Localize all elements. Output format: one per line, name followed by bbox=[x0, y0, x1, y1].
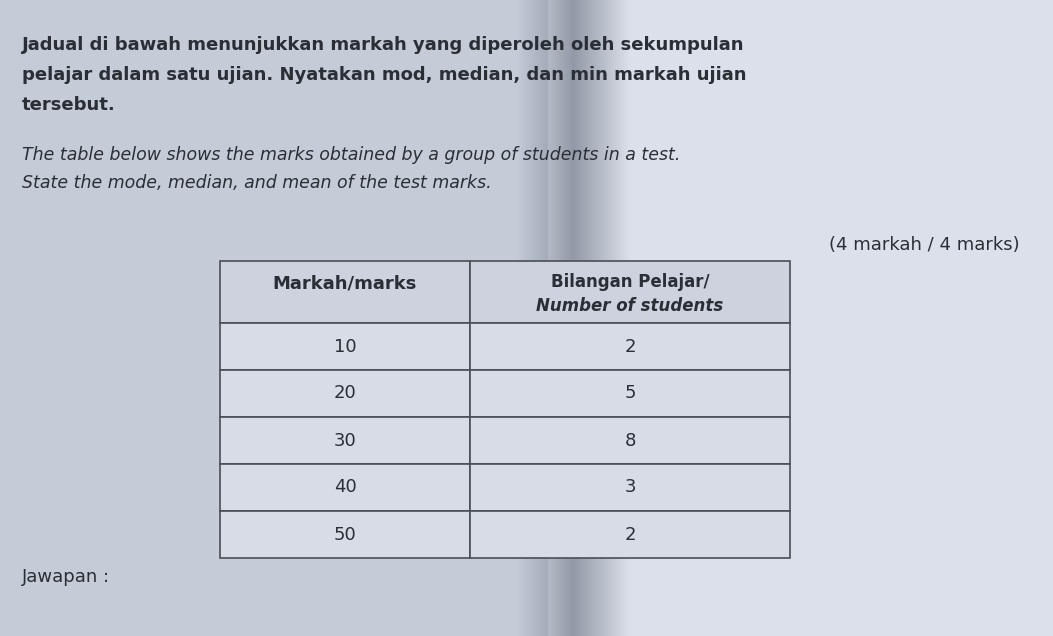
Text: tersebut.: tersebut. bbox=[22, 96, 116, 114]
Bar bbox=[470, 370, 790, 417]
Bar bbox=[220, 323, 470, 370]
Bar bbox=[220, 464, 470, 511]
Bar bbox=[470, 417, 790, 464]
Text: 8: 8 bbox=[624, 431, 636, 450]
Bar bbox=[220, 370, 470, 417]
Text: Jadual di bawah menunjukkan markah yang diperoleh oleh sekumpulan: Jadual di bawah menunjukkan markah yang … bbox=[22, 36, 744, 54]
Text: 10: 10 bbox=[334, 338, 356, 356]
Text: State the mode, median, and mean of the test marks.: State the mode, median, and mean of the … bbox=[22, 174, 492, 192]
Bar bbox=[220, 261, 470, 323]
Text: 30: 30 bbox=[334, 431, 356, 450]
Text: Jawapan :: Jawapan : bbox=[22, 568, 111, 586]
Text: 2: 2 bbox=[624, 525, 636, 544]
Text: 20: 20 bbox=[334, 385, 356, 403]
Text: pelajar dalam satu ujian. Nyatakan mod, median, dan min markah ujian: pelajar dalam satu ujian. Nyatakan mod, … bbox=[22, 66, 747, 84]
Text: The table below shows the marks obtained by a group of students in a test.: The table below shows the marks obtained… bbox=[22, 146, 680, 164]
Bar bbox=[470, 261, 790, 323]
Bar bbox=[470, 464, 790, 511]
Text: 2: 2 bbox=[624, 338, 636, 356]
Text: (4 markah / 4 marks): (4 markah / 4 marks) bbox=[830, 236, 1020, 254]
Text: 50: 50 bbox=[334, 525, 356, 544]
Bar bbox=[220, 417, 470, 464]
Text: Bilangan Pelajar/: Bilangan Pelajar/ bbox=[551, 273, 710, 291]
Text: 40: 40 bbox=[334, 478, 356, 497]
Text: 5: 5 bbox=[624, 385, 636, 403]
Bar bbox=[220, 511, 470, 558]
Text: 3: 3 bbox=[624, 478, 636, 497]
Bar bbox=[470, 323, 790, 370]
Text: Markah/marks: Markah/marks bbox=[273, 275, 417, 293]
Bar bbox=[470, 511, 790, 558]
Text: Number of students: Number of students bbox=[536, 297, 723, 315]
